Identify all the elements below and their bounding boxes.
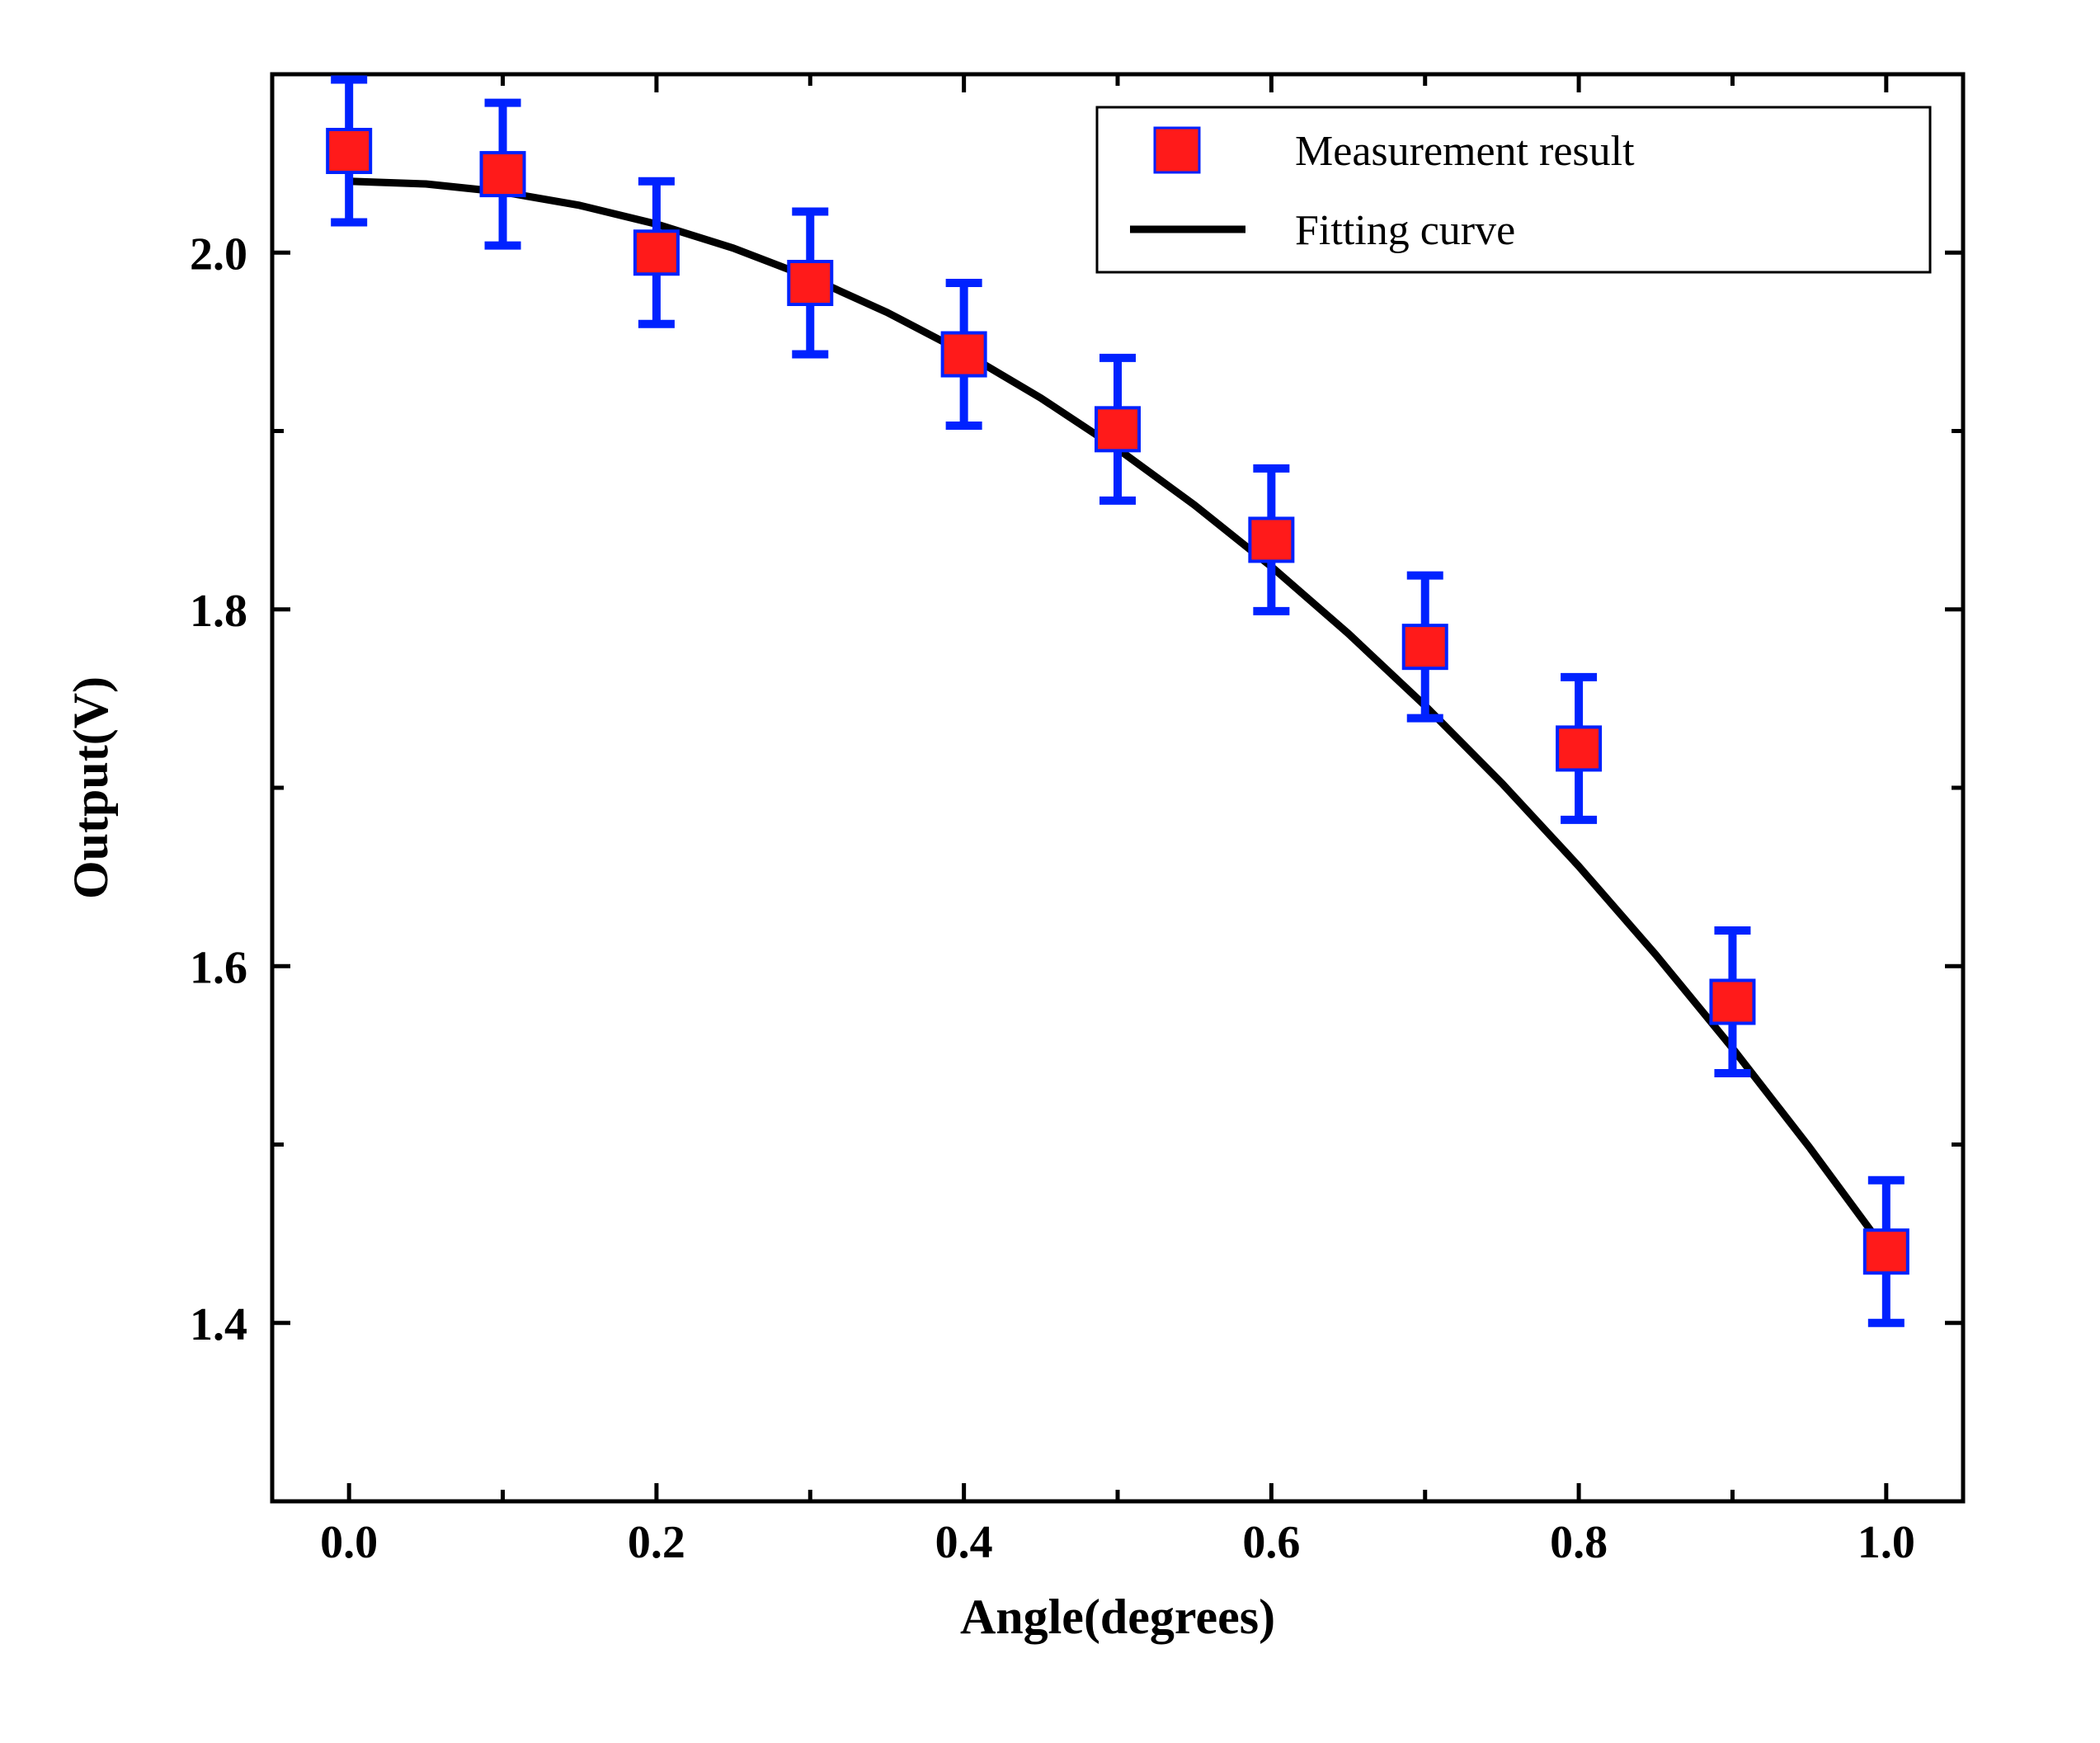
axes-frame — [272, 74, 1963, 1501]
x-tick-label: 1.0 — [1858, 1517, 1915, 1568]
y-tick-label: 1.6 — [190, 942, 247, 993]
measurement-marker — [1557, 727, 1600, 770]
x-tick-label: 0.2 — [628, 1517, 685, 1568]
measurement-markers — [327, 130, 1908, 1273]
chart-container: 0.0 0.2 0.4 0.6 0.8 1.0 1.4 1.6 1.8 2.0 Measurem… — [0, 0, 2100, 1743]
fitting-curve — [349, 181, 1886, 1252]
measurement-marker — [482, 153, 525, 195]
x-axis-label: Angle(degrees) — [960, 1590, 1275, 1644]
measurement-marker — [789, 261, 831, 304]
legend-fitting-label: Fitting curve — [1295, 207, 1515, 254]
y-tick-label: 2.0 — [190, 228, 247, 280]
measurement-marker — [1250, 518, 1292, 561]
y-ticks: 1.4 1.6 1.8 2.0 — [190, 228, 1963, 1350]
measurement-marker — [1711, 981, 1754, 1024]
x-tick-label: 0.0 — [320, 1517, 378, 1568]
x-ticks: 0.0 0.2 0.4 0.6 0.8 1.0 — [320, 74, 1915, 1568]
chart-svg: 0.0 0.2 0.4 0.6 0.8 1.0 1.4 1.6 1.8 2.0 Measurem… — [0, 0, 2100, 1743]
x-tick-label: 0.4 — [935, 1517, 993, 1568]
measurement-marker — [635, 231, 678, 274]
measurement-marker — [327, 130, 370, 172]
y-axis-label: Output(V) — [64, 676, 118, 899]
x-tick-label: 0.8 — [1550, 1517, 1608, 1568]
x-ticks-minor — [503, 74, 1733, 1501]
measurement-marker — [1404, 625, 1447, 668]
measurement-marker — [1096, 407, 1139, 450]
measurement-marker — [943, 333, 986, 376]
measurement-marker — [1865, 1230, 1908, 1273]
y-tick-label: 1.8 — [190, 586, 247, 637]
y-tick-label: 1.4 — [190, 1299, 247, 1350]
x-tick-label: 0.6 — [1242, 1517, 1300, 1568]
y-ticks-minor — [272, 74, 1963, 1501]
legend-measurement-label: Measurement result — [1295, 128, 1635, 175]
legend: Measurement result Fitting curve — [1097, 107, 1930, 272]
legend-marker-icon — [1155, 128, 1199, 172]
